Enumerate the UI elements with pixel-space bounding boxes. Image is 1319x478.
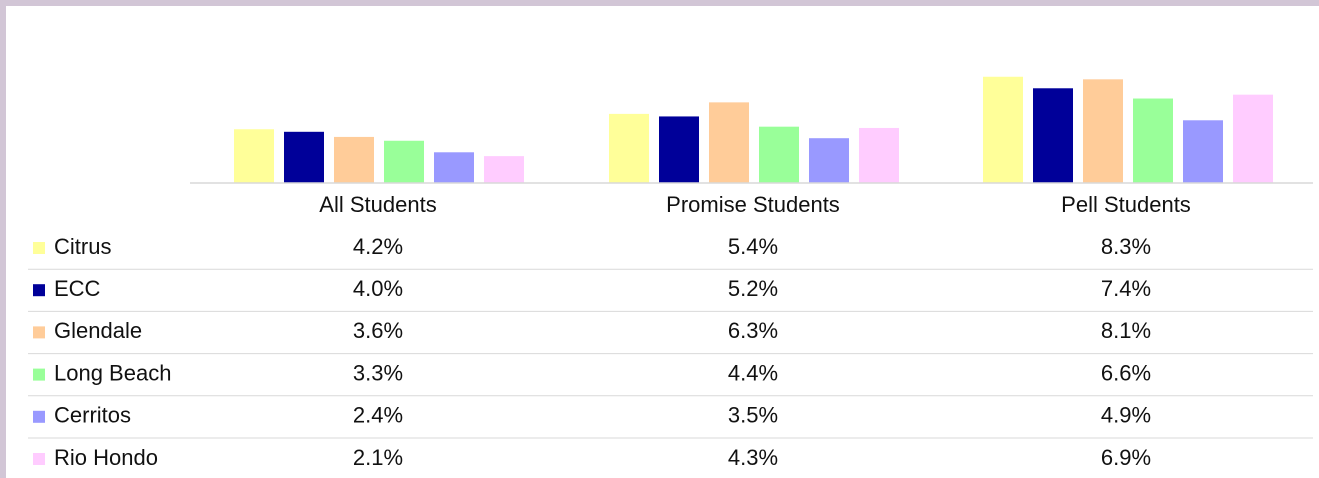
bar	[983, 76, 1023, 183]
value-label: 8.1%	[1101, 318, 1151, 343]
value-label: 4.0%	[353, 276, 403, 301]
bar	[1033, 88, 1073, 183]
value-label: 6.6%	[1101, 360, 1151, 385]
value-label: 2.4%	[353, 403, 403, 428]
legend-label: Long Beach	[54, 360, 171, 385]
legend-label: Rio Hondo	[54, 445, 158, 470]
bar	[759, 126, 799, 183]
bar	[1133, 98, 1173, 183]
legend-label: Cerritos	[54, 403, 131, 428]
value-label: 2.1%	[353, 445, 403, 470]
bar	[709, 102, 749, 183]
legend-swatch	[33, 368, 45, 381]
value-label: 3.3%	[353, 360, 403, 385]
bar	[1183, 120, 1223, 183]
legend-swatch	[33, 410, 45, 423]
bar	[234, 129, 274, 183]
value-label: 3.6%	[353, 318, 403, 343]
bar	[334, 136, 374, 183]
value-label: 4.9%	[1101, 403, 1151, 428]
legend-swatch	[33, 284, 45, 297]
legend-label: Glendale	[54, 318, 142, 343]
value-label: 4.3%	[728, 445, 778, 470]
bar	[284, 131, 324, 183]
value-label: 4.4%	[728, 360, 778, 385]
column-header: All Students	[319, 192, 436, 217]
legend-swatch	[33, 326, 45, 339]
column-header: Promise Students	[666, 192, 840, 217]
bar	[434, 152, 474, 183]
value-label: 8.3%	[1101, 234, 1151, 259]
column-header: Pell Students	[1061, 192, 1191, 217]
value-label: 3.5%	[728, 403, 778, 428]
bar	[384, 140, 424, 183]
value-label: 6.3%	[728, 318, 778, 343]
legend-label: ECC	[54, 276, 101, 301]
legend-label: Citrus	[54, 234, 111, 259]
bar	[484, 156, 524, 183]
legend-swatch	[33, 453, 45, 465]
bar	[609, 113, 649, 183]
bar	[1233, 94, 1273, 183]
legend-swatch	[33, 242, 45, 254]
value-label: 6.9%	[1101, 445, 1151, 470]
value-label: 5.4%	[728, 234, 778, 259]
bar	[659, 116, 699, 183]
bar	[809, 138, 849, 183]
bar	[1083, 79, 1123, 183]
value-label: 7.4%	[1101, 276, 1151, 301]
value-label: 4.2%	[353, 234, 403, 259]
value-label: 5.2%	[728, 276, 778, 301]
bar	[859, 127, 899, 183]
